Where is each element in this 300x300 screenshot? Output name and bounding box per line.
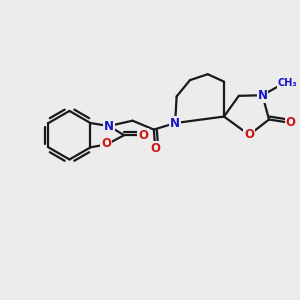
Text: O: O [286,116,296,129]
Text: O: O [150,142,160,155]
Text: O: O [101,137,111,150]
Text: N: N [257,89,268,102]
Text: O: O [138,129,148,142]
Text: CH₃: CH₃ [278,78,297,88]
Text: N: N [170,117,180,130]
Text: O: O [244,128,254,141]
Text: N: N [104,119,114,133]
